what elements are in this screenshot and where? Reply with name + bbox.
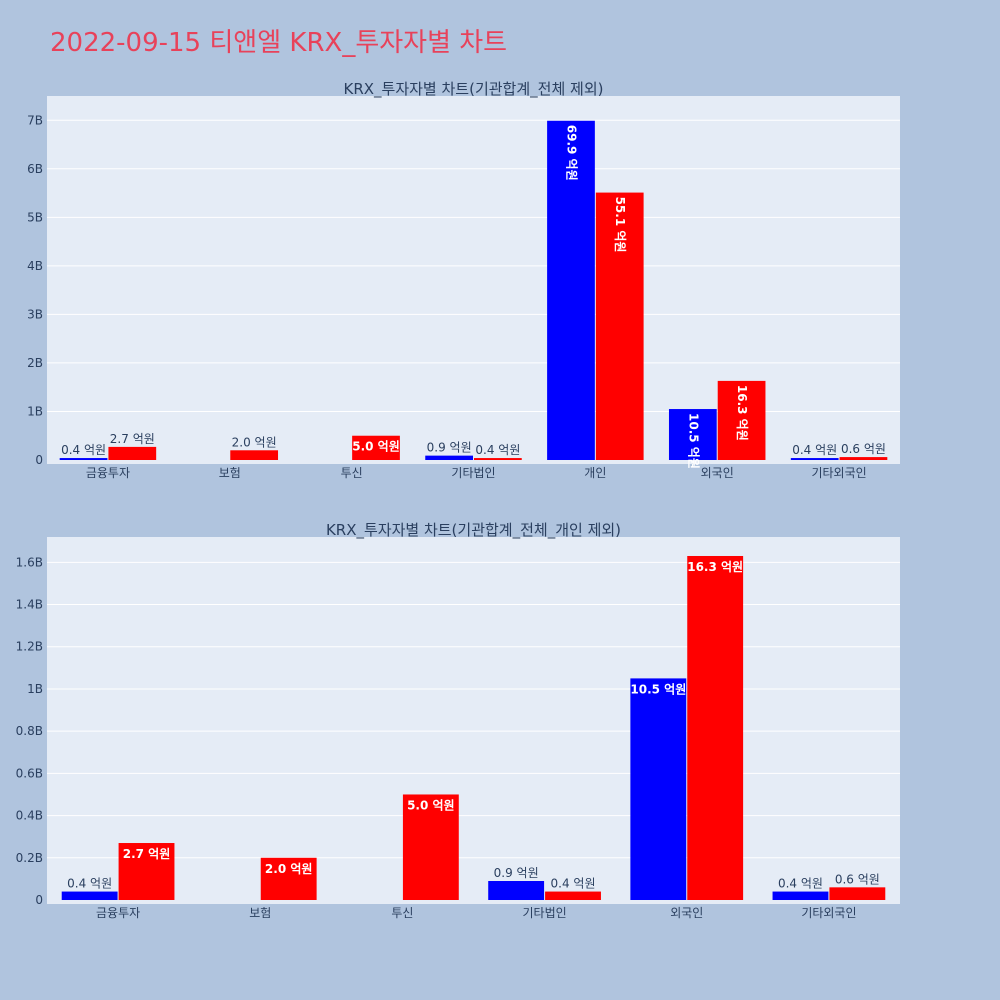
bar-red — [108, 446, 157, 460]
y-tick-label: 0.8B — [16, 724, 43, 738]
data-label: 16.3 억원 — [735, 385, 749, 441]
x-tick-label: 보험 — [249, 906, 271, 920]
data-label: 55.1 억원 — [613, 197, 627, 253]
x-tick-label: 기타외국인 — [801, 906, 856, 920]
x-tick-label: 기타외국인 — [811, 466, 866, 480]
y-tick-label: 1B — [27, 404, 43, 418]
y-tick-label: 1.2B — [16, 640, 43, 654]
data-label: 16.3 억원 — [687, 560, 743, 574]
plot-area — [47, 96, 900, 464]
data-label: 2.0 억원 — [265, 862, 313, 876]
y-tick-label: 1B — [27, 682, 43, 696]
bar-blue — [547, 120, 595, 460]
bar-blue — [790, 458, 839, 460]
data-label: 0.4 억원 — [792, 443, 837, 457]
x-tick-label: 금융투자 — [96, 906, 140, 920]
y-tick-label: 0.2B — [16, 851, 43, 865]
y-tick-label: 2B — [27, 356, 43, 370]
data-label: 0.4 억원 — [778, 877, 823, 891]
y-tick-label: 0.4B — [16, 809, 43, 823]
data-label: 2.7 억원 — [110, 432, 155, 446]
bar-blue — [59, 458, 108, 460]
data-label: 10.5 억원 — [630, 682, 686, 696]
y-tick-label: 0.6B — [16, 766, 43, 780]
bar-blue — [772, 891, 829, 900]
chart-title: KRX_투자자별 차트(기관합계_전체_개인 제외) — [326, 521, 621, 540]
x-tick-label: 투신 — [341, 466, 363, 480]
bar-blue — [425, 455, 473, 460]
y-tick-label: 7B — [27, 113, 43, 127]
y-tick-label: 0 — [35, 453, 43, 467]
x-tick-label: 금융투자 — [86, 466, 130, 480]
bar-red — [474, 458, 522, 460]
chart-2: 0 0.2B 0.4B 0.6B 0.8B 1B 1.2B 1.4B 1.6B KRX_투자자별 … — [16, 521, 900, 920]
x-tick-label: 기타법인 — [522, 906, 566, 920]
bar-red — [118, 843, 175, 900]
x-tick-label: 외국인 — [701, 466, 734, 480]
bar-red — [687, 555, 744, 900]
chart-1: 0 1B 2B 3B 4B 5B 6B 7B KRX_투자자별 차트(기관합계_전체 제외) 금융… — [27, 80, 900, 480]
bar-red — [595, 192, 644, 460]
x-tick-label: 외국인 — [670, 906, 703, 920]
y-tick-label: 1.6B — [16, 555, 43, 569]
data-label: 0.9 억원 — [494, 866, 539, 880]
x-tick-label: 기타법인 — [451, 466, 495, 480]
y-tick-label: 3B — [27, 307, 43, 321]
page-title: 2022-09-15 티앤엘 KRX_투자자별 차트 — [50, 28, 508, 58]
bar-blue — [668, 409, 717, 460]
y-tick-label: 6B — [27, 162, 43, 176]
bar-red — [839, 457, 888, 460]
data-label: 2.7 억원 — [123, 847, 171, 861]
data-label: 0.9 억원 — [427, 441, 472, 455]
bar-red — [829, 887, 886, 900]
data-label: 0.6 억원 — [835, 872, 880, 886]
bar-red — [352, 435, 400, 460]
y-tick-label: 5B — [27, 210, 43, 224]
bar-red — [230, 450, 279, 460]
bar-red — [402, 794, 459, 900]
data-label: 0.4 억원 — [551, 877, 596, 891]
data-label: 5.0 억원 — [352, 440, 400, 454]
data-label: 0.4 억원 — [61, 443, 106, 457]
data-label: 0.4 억원 — [67, 877, 112, 891]
data-label: 69.9 억원 — [564, 125, 578, 181]
bar-red — [260, 857, 317, 900]
y-tick-label: 4B — [27, 259, 43, 273]
bar-blue — [61, 891, 118, 900]
x-tick-label: 투신 — [391, 906, 413, 920]
data-label: 2.0 억원 — [232, 435, 277, 449]
x-tick-label: 보험 — [219, 466, 241, 480]
plot-area — [47, 537, 900, 904]
data-label: 5.0 억원 — [407, 798, 455, 812]
chart-title: KRX_투자자별 차트(기관합계_전체 제외) — [344, 80, 604, 99]
data-label: 0.6 억원 — [841, 442, 886, 456]
y-tick-label: 1.4B — [16, 598, 43, 612]
bar-red — [717, 380, 766, 460]
data-label: 0.4 억원 — [475, 443, 520, 457]
bar-blue — [630, 678, 687, 900]
y-tick-label: 0 — [35, 893, 43, 907]
bar-red — [545, 891, 601, 900]
bar-blue — [488, 881, 545, 900]
x-tick-label: 개인 — [584, 466, 606, 480]
data-label: 10.5 억원 — [686, 413, 700, 469]
